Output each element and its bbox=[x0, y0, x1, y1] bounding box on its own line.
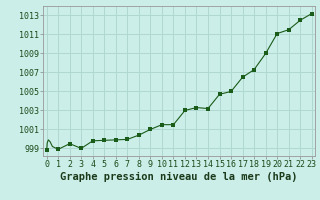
X-axis label: Graphe pression niveau de la mer (hPa): Graphe pression niveau de la mer (hPa) bbox=[60, 172, 298, 182]
